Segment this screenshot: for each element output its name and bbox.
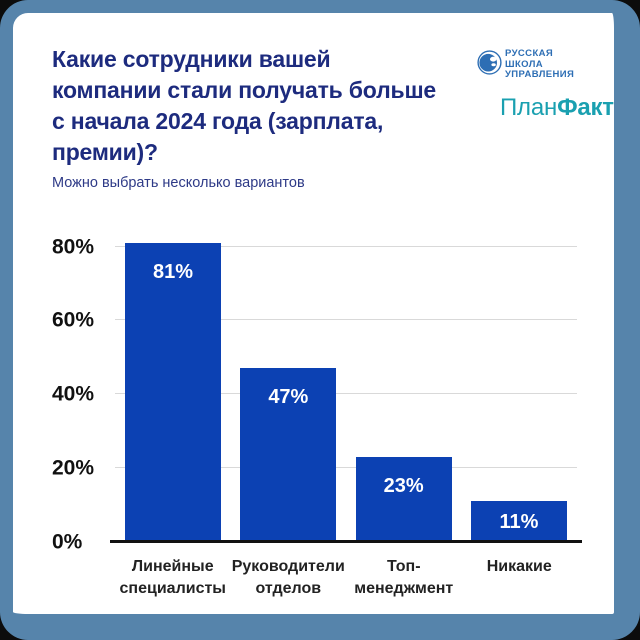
y-tick-label: 80% [52,235,95,259]
y-tick-label: 60% [52,308,95,332]
planfact-logo-part2: Факт [557,93,614,121]
plot-area: 81% 47% 23% 11% 0% 20% 40% 60% 80% [52,217,582,553]
globe-icon [477,50,502,80]
y-tick-label: 40% [52,382,95,406]
y-tick-label: 0% [52,530,83,554]
bars-container: 81% 47% 23% 11% [115,217,577,542]
page-subtitle: Можно выбрать несколько вариантов [52,175,305,191]
bar-value-label: 11% [499,510,539,533]
category-labels: Линейные специалисты Руководители отделов… [115,556,577,600]
rsu-logo: РУССКАЯ ШКОЛА УПРАВЛЕНИЯ [477,48,617,81]
gridline [115,319,577,321]
bar: 81% [125,242,221,542]
category-label: Руководители отделов [231,558,345,597]
gridline [115,393,577,395]
bar: 11% [470,501,567,542]
y-tick-label: 20% [52,456,95,480]
bar: 47% [240,368,337,542]
bar-chart: 81% 47% 23% 11% 0% 20% 40% 60% 80% Линейные спе… [52,217,614,600]
bar-value-label: 23% [383,475,424,498]
rsu-logo-text: РУССКАЯ ШКОЛА УПРАВЛЕНИЯ [505,48,575,80]
gridline [115,245,577,247]
x-axis-baseline [110,540,582,543]
planfact-logo-part1: План [500,93,558,121]
category-label: Линейные специалисты [119,558,226,597]
category-label: Топ- менеджмент [354,558,454,597]
gridline [115,467,577,469]
bar-value-label: 47% [268,386,309,409]
logo-block: РУССКАЯ ШКОЛА УПРАВЛЕНИЯ ПланФакт [477,48,617,122]
page-title: Какие сотрудники вашей компании стали по… [52,46,437,165]
bar: 23% [355,457,452,542]
planfact-logo: ПланФакт [500,94,617,122]
bar-value-label: 81% [152,260,194,283]
category-label: Никакие [486,558,552,575]
